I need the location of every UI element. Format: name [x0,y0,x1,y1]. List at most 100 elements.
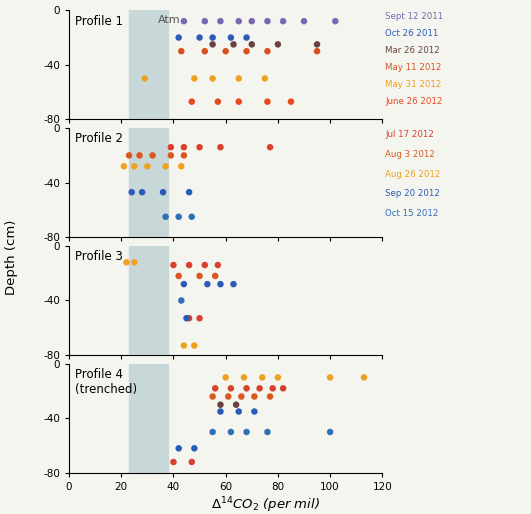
Point [203,280,212,288]
Text: May 31 2012: May 31 2012 [386,80,442,89]
Text: Sept 12 2011: Sept 12 2011 [386,12,444,22]
Point [261,75,269,83]
Point [224,392,233,400]
Point [122,258,131,266]
Point [263,47,272,56]
Point [287,98,295,106]
Point [255,384,264,392]
Point [201,47,209,56]
Point [159,188,167,196]
Point [185,261,193,269]
Point [268,384,277,392]
Point [190,444,199,452]
Point [195,314,204,322]
Point [216,408,225,416]
Point [187,98,196,106]
Point [266,392,275,400]
Point [174,272,183,280]
Point [130,258,139,266]
Point [216,400,225,409]
Point [179,143,188,151]
Point [187,213,196,221]
Point [161,162,170,171]
Point [242,47,251,56]
Point [174,33,183,42]
Point [227,428,235,436]
Point [179,17,188,25]
Point [185,314,193,322]
Point [235,17,243,25]
Point [227,33,235,42]
Text: Atm: Atm [158,14,181,25]
Point [195,143,204,151]
Point [263,17,272,25]
Point [263,428,272,436]
Point [242,384,251,392]
Point [208,392,217,400]
Point [169,458,178,466]
Point [208,75,217,83]
Bar [129,364,168,473]
Text: Profile 3: Profile 3 [75,250,123,263]
Point [179,151,188,159]
Point [331,17,339,25]
Point [326,373,335,381]
Text: Profile 2: Profile 2 [75,133,123,145]
Text: June 26 2012: June 26 2012 [386,97,443,106]
Point [211,272,219,280]
Text: Aug 3 2012: Aug 3 2012 [386,150,435,159]
Point [148,151,157,159]
Text: Profile 1: Profile 1 [75,14,123,28]
Point [235,75,243,83]
Bar [129,10,168,119]
Text: Aug 26 2012: Aug 26 2012 [386,170,441,178]
Text: Sep 20 2012: Sep 20 2012 [386,189,440,198]
Point [232,400,241,409]
Point [135,151,144,159]
Point [143,162,152,171]
Text: $\Delta^{14}$CO$_2$ (per mil): $\Delta^{14}$CO$_2$ (per mil) [211,495,320,514]
Point [130,162,139,171]
Point [182,314,191,322]
Point [211,384,219,392]
Point [216,143,225,151]
Point [161,213,170,221]
Point [208,40,217,48]
Text: Oct 26 2011: Oct 26 2011 [386,29,439,39]
Point [250,408,259,416]
Point [195,33,204,42]
Point [237,392,245,400]
Point [174,444,183,452]
Point [187,458,196,466]
Point [221,47,230,56]
Point [177,162,185,171]
Point [266,143,275,151]
Point [229,280,238,288]
Point [247,17,256,25]
Text: Oct 15 2012: Oct 15 2012 [386,209,439,218]
Point [273,40,282,48]
Point [360,373,369,381]
Bar [129,128,168,237]
Point [235,98,243,106]
Point [213,98,222,106]
Point [247,40,256,48]
Point [185,188,193,196]
Point [208,33,217,42]
Point [227,384,235,392]
Point [299,17,308,25]
Point [174,213,183,221]
Point [127,188,136,196]
Point [216,280,225,288]
Point [313,40,321,48]
Point [201,17,209,25]
Point [195,272,204,280]
Text: May 11 2012: May 11 2012 [386,63,442,72]
Point [169,261,178,269]
Point [279,384,287,392]
Point [179,280,188,288]
Point [125,151,133,159]
Point [177,47,185,56]
Point [242,428,251,436]
Point [279,17,287,25]
